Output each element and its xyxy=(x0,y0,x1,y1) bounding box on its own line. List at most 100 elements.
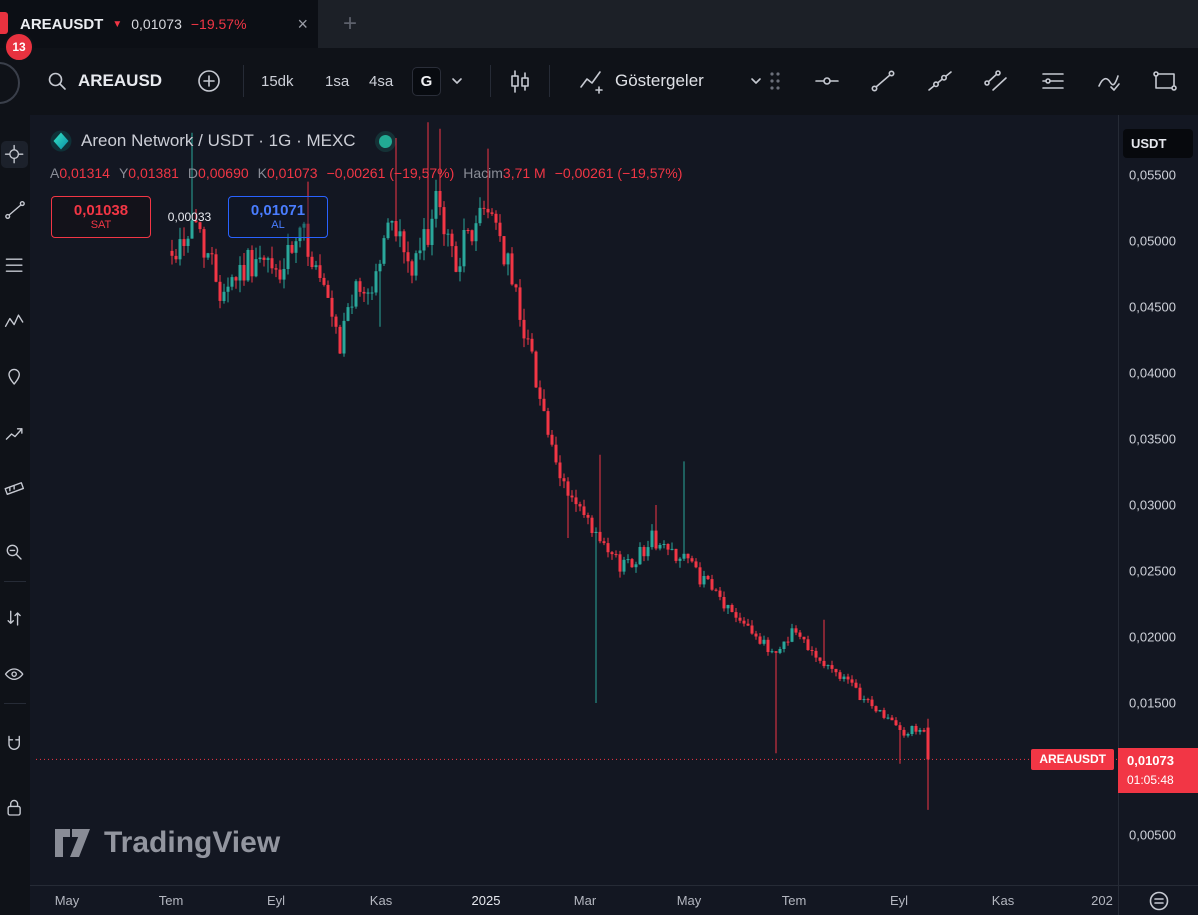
last-price-symbol-tag: AREAUSDT xyxy=(1031,748,1114,770)
indicators-dropdown[interactable] xyxy=(748,48,764,114)
change-value: −0,00261 (−19,57%) xyxy=(326,165,455,181)
sell-price: 0,01038 xyxy=(73,202,129,219)
price-tick: 0,00500 xyxy=(1129,827,1176,843)
forecast-icon xyxy=(3,422,27,446)
timeframe-1d-active[interactable]: G xyxy=(412,48,441,114)
notification-badge[interactable]: 13 xyxy=(4,32,34,62)
indicators-icon xyxy=(578,67,606,95)
sidebar-tool-magnet[interactable] xyxy=(1,731,28,758)
compare-symbol-button[interactable] xyxy=(196,48,222,114)
spread-value: 0,00033 xyxy=(167,210,212,224)
sidebar-separator xyxy=(4,703,26,704)
user-avatar[interactable] xyxy=(0,62,20,104)
sidebar-tool-trend-line[interactable] xyxy=(1,196,28,223)
browser-tab-bar: AREAUSDT ▼ 0,01073 −19.57% × + xyxy=(0,0,1198,48)
timeframe-15m[interactable]: 15dk xyxy=(261,72,294,90)
curve-icon xyxy=(1095,67,1123,95)
trade-panel: 0,01038 SAT 0,00033 0,01071 AL xyxy=(51,196,328,238)
crosshair-icon xyxy=(3,143,27,167)
price-tick: 0,05500 xyxy=(1129,167,1176,183)
low-value: 0,00690 xyxy=(198,165,249,181)
time-tick: Tem xyxy=(781,893,807,908)
candlestick-series xyxy=(36,122,1118,810)
tool-cross-line[interactable] xyxy=(813,67,841,95)
sidebar-tool-lock[interactable] xyxy=(1,795,28,822)
timeframe-dropdown[interactable] xyxy=(449,48,465,114)
sidebar-tool-pin[interactable] xyxy=(1,364,28,391)
time-tick: Kas xyxy=(991,893,1015,908)
tool-trend-line[interactable] xyxy=(869,67,897,95)
tab-close-button[interactable]: × xyxy=(297,13,308,34)
drawing-toolbar xyxy=(0,115,31,915)
toolbar-separator xyxy=(243,65,244,97)
last-price-value: 0,01073 xyxy=(1127,753,1174,769)
chart-pane[interactable] xyxy=(30,115,1118,885)
buy-label: AL xyxy=(271,219,285,231)
new-tab-button[interactable]: + xyxy=(342,10,357,37)
sidebar-tool-crosshair[interactable] xyxy=(1,141,28,168)
pin-icon xyxy=(3,366,27,390)
active-timeframe-label: G xyxy=(412,66,441,96)
search-icon xyxy=(46,70,68,92)
price-tick: 0,01500 xyxy=(1129,695,1176,711)
pattern-icon xyxy=(3,310,27,334)
toolbar-separator xyxy=(549,65,550,97)
price-tick: 0,02000 xyxy=(1129,629,1176,645)
axis-settings-corner[interactable] xyxy=(1118,885,1198,915)
cross-line-icon xyxy=(813,67,841,95)
time-tick: Eyl xyxy=(266,893,286,908)
buy-price: 0,01071 xyxy=(250,202,306,219)
time-tick: May xyxy=(54,893,80,908)
trend-line-icon xyxy=(869,67,897,95)
app-logo-partial xyxy=(0,12,8,34)
price-scale-settings-icon xyxy=(1148,890,1170,912)
sidebar-tool-fib[interactable] xyxy=(1,252,28,279)
areon-logo-icon xyxy=(50,130,72,152)
symbol-tab[interactable]: AREAUSDT ▼ 0,01073 −19.57% × xyxy=(0,0,318,48)
close-value: 0,01073 xyxy=(266,165,318,181)
reorder-icon xyxy=(3,607,27,631)
sidebar-tool-zoom[interactable] xyxy=(1,539,28,566)
indicators-button[interactable]: Göstergeler xyxy=(569,48,704,114)
time-axis[interactable]: May Tem Eyl Kas 2025 Mar May Tem Eyl Kas 202 xyxy=(30,885,1118,915)
sidebar-tool-eye[interactable] xyxy=(1,661,28,688)
tool-curve[interactable] xyxy=(1095,67,1123,95)
tool-rectangle[interactable] xyxy=(1151,67,1179,95)
tool-horizontal-lines[interactable] xyxy=(1039,67,1067,95)
sidebar-tool-pattern[interactable] xyxy=(1,308,28,335)
chart-style-button[interactable] xyxy=(506,48,533,114)
watermark-text: TradingView xyxy=(104,826,281,859)
close-label: K xyxy=(257,165,267,181)
currency-toggle[interactable]: USDT xyxy=(1123,129,1193,158)
symbol-search-text: AREAUSD xyxy=(78,71,163,90)
bar-countdown: 01:05:48 xyxy=(1127,773,1174,788)
candlestick-chart-icon xyxy=(506,68,533,95)
sidebar-tool-measure[interactable] xyxy=(1,475,28,502)
drag-handle-icon[interactable] xyxy=(768,71,782,91)
data-status-dot[interactable] xyxy=(378,134,392,148)
timeframe-1h[interactable]: 1sa xyxy=(325,72,350,90)
indicators-label: Göstergeler xyxy=(615,71,704,90)
tab-symbol: AREAUSDT xyxy=(20,15,104,33)
sidebar-tool-forecast[interactable] xyxy=(1,420,28,447)
chart-legend-header[interactable]: Areon Network / USDT · 1G · MEXC xyxy=(50,130,392,152)
down-triangle-icon: ▼ xyxy=(112,18,123,30)
tool-extended-line[interactable] xyxy=(926,67,954,95)
price-tick: 0,03500 xyxy=(1129,431,1176,447)
main-toolbar: 13 AREAUSD 15dk 1sa 4sa G xyxy=(0,32,1198,116)
buy-button[interactable]: 0,01071 AL xyxy=(228,196,328,238)
measure-icon xyxy=(3,477,27,501)
sidebar-tool-reorder[interactable] xyxy=(1,605,28,632)
last-price-badge[interactable]: 0,01073 01:05:48 xyxy=(1118,748,1198,794)
sell-button[interactable]: 0,01038 SAT xyxy=(51,196,151,238)
sell-label: SAT xyxy=(90,219,112,231)
tool-parallel-channel[interactable] xyxy=(982,67,1010,95)
timeframe-4h[interactable]: 4sa xyxy=(369,72,394,90)
sidebar-separator xyxy=(4,581,26,582)
rectangle-icon xyxy=(1151,67,1179,95)
chart-title: Areon Network / USDT · 1G · MEXC xyxy=(81,131,356,150)
plus-circle-icon xyxy=(196,68,222,94)
symbol-search-button[interactable]: AREAUSD xyxy=(46,48,162,114)
zoom-icon xyxy=(3,541,27,565)
